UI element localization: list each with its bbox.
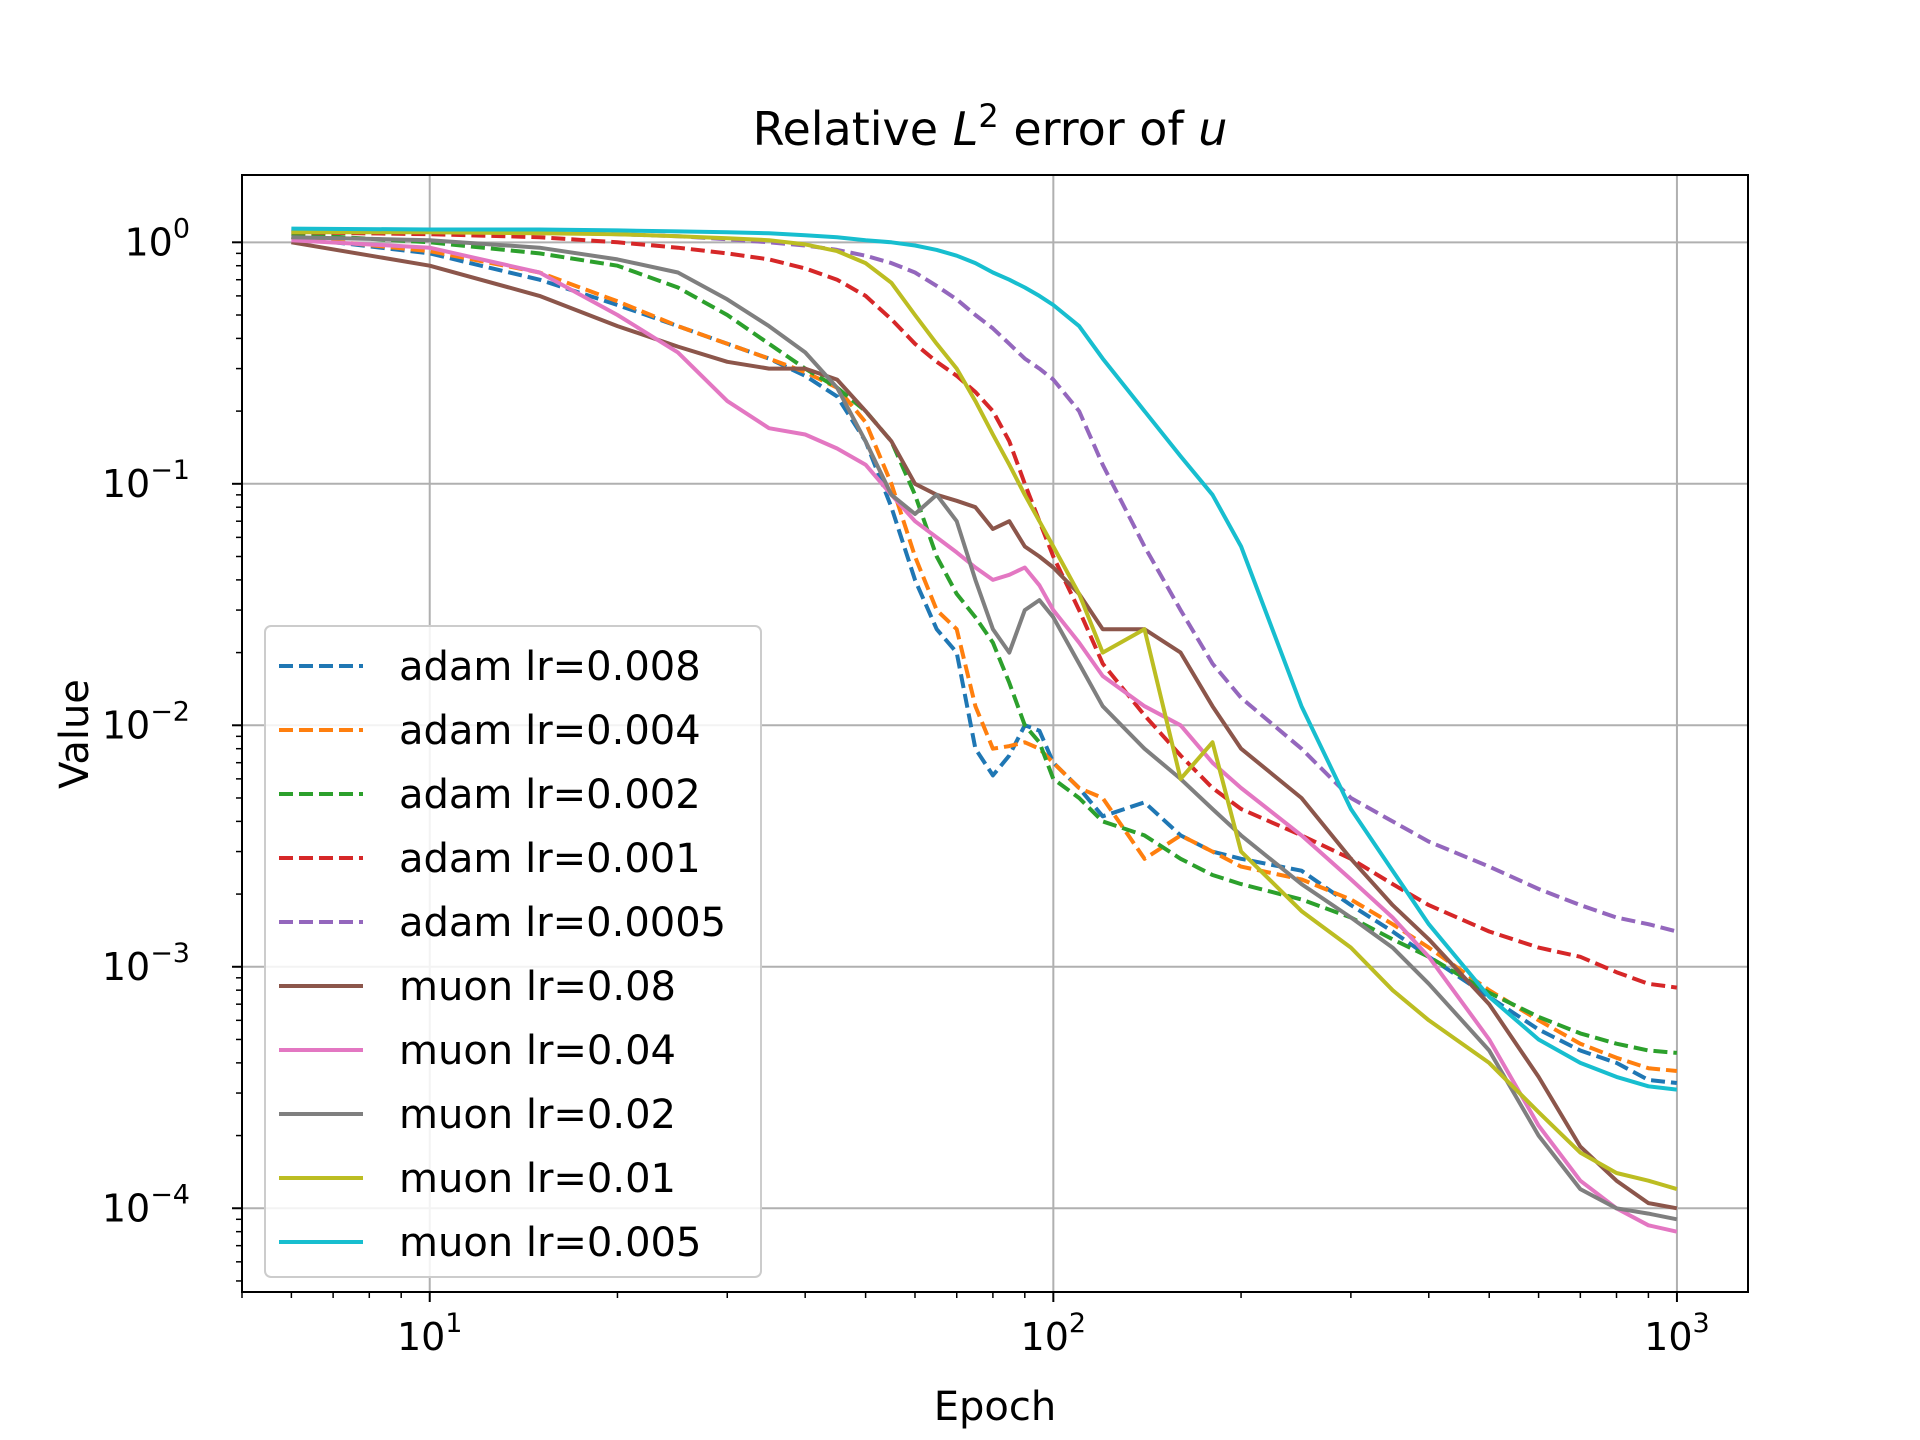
x-tick-label: 103 [1644,1308,1710,1359]
legend: adam lr=0.008 adam lr=0.004 adam lr=0.002 a… [264,625,762,1278]
legend-label: muon lr=0.02 [399,1092,676,1138]
series-lines [291,226,1678,1234]
legend-label: muon lr=0.005 [399,1220,701,1266]
legend-label: adam lr=0.008 [399,644,701,690]
legend-label: muon lr=0.08 [399,964,676,1010]
y-tick-label: 10−3 [102,938,190,989]
legend-box [264,625,762,1278]
series-line-2 [291,232,1678,1055]
legend-label: adam lr=0.001 [399,836,701,882]
series-line-6 [291,238,1678,1234]
y-tick-label: 10−1 [102,455,190,506]
axis-ticks: 101 102 103 100 10−1 10−2 10−3 10−4 [102,213,1710,1359]
series-line-8 [291,230,1678,1192]
x-tick-label: 101 [397,1308,463,1359]
series-line-5 [291,240,1678,1211]
legend-label: muon lr=0.01 [399,1156,676,1202]
y-tick-label: 10−2 [102,696,190,747]
series-line-7 [291,235,1678,1222]
series-line-9 [291,226,1678,1092]
series-line-1 [291,235,1678,1073]
chart-title: Relative L2 error of u [753,97,1228,156]
plot-frame [241,174,1749,1293]
series-line-3 [291,230,1678,990]
x-axis-label: Epoch [934,1384,1056,1430]
y-axis-label: Value [52,679,98,789]
legend-label: adam lr=0.0005 [399,900,726,946]
legend-label: muon lr=0.04 [399,1028,676,1074]
x-tick-label: 102 [1021,1308,1087,1359]
legend-label: adam lr=0.002 [399,772,701,818]
y-tick-label: 10−4 [102,1179,190,1230]
legend-label: adam lr=0.004 [399,708,701,754]
y-tick-label: 100 [124,213,190,264]
